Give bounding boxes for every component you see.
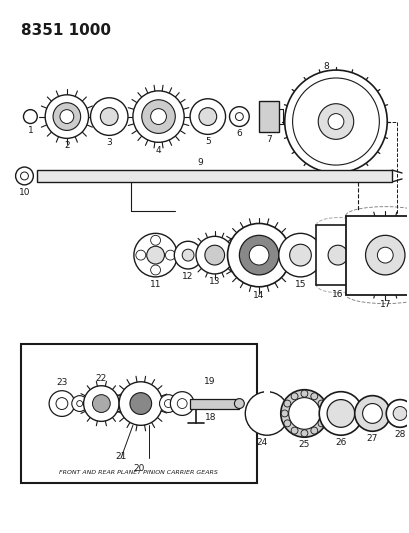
Circle shape: [288, 398, 319, 429]
Circle shape: [245, 392, 288, 435]
Circle shape: [130, 393, 151, 415]
Circle shape: [190, 99, 225, 134]
Bar: [263, 390, 269, 395]
Circle shape: [239, 236, 278, 275]
Circle shape: [327, 114, 343, 130]
Circle shape: [90, 98, 128, 135]
Circle shape: [290, 427, 297, 434]
Circle shape: [365, 236, 404, 275]
Text: 12: 12: [182, 272, 193, 281]
Circle shape: [159, 394, 177, 413]
Circle shape: [45, 95, 88, 139]
Circle shape: [133, 91, 184, 142]
Text: 2: 2: [64, 141, 70, 150]
Text: 5: 5: [204, 138, 210, 147]
Circle shape: [354, 395, 389, 431]
Circle shape: [278, 233, 321, 277]
Text: FRONT AND REAR PLANET PINION CARRIER GEARS: FRONT AND REAR PLANET PINION CARRIER GEA…: [59, 470, 218, 475]
Circle shape: [204, 245, 224, 265]
Circle shape: [174, 241, 201, 269]
Circle shape: [320, 410, 327, 417]
Text: 20: 20: [133, 464, 144, 473]
Circle shape: [165, 250, 175, 260]
Circle shape: [284, 70, 386, 173]
Circle shape: [100, 108, 118, 125]
Text: 4: 4: [155, 146, 161, 155]
Text: 16: 16: [331, 290, 343, 299]
Text: 26: 26: [335, 438, 346, 447]
Circle shape: [227, 223, 290, 287]
Text: 21: 21: [115, 452, 126, 461]
Text: 11: 11: [149, 280, 161, 289]
Text: 10: 10: [19, 188, 30, 197]
Circle shape: [327, 245, 347, 265]
Circle shape: [150, 265, 160, 275]
Circle shape: [196, 236, 233, 274]
Text: 27: 27: [366, 434, 377, 443]
Circle shape: [134, 233, 177, 277]
Circle shape: [150, 236, 160, 245]
Text: 8: 8: [322, 62, 328, 71]
Circle shape: [83, 386, 119, 422]
Text: 24: 24: [256, 438, 267, 447]
Circle shape: [310, 393, 317, 400]
Circle shape: [229, 107, 249, 126]
Bar: [20, 344, 256, 483]
Circle shape: [317, 400, 324, 407]
Bar: [258, 101, 278, 132]
Circle shape: [290, 393, 297, 400]
Circle shape: [142, 100, 175, 133]
Circle shape: [317, 104, 353, 139]
Circle shape: [326, 400, 354, 427]
Text: 17: 17: [379, 300, 390, 309]
Circle shape: [376, 247, 392, 263]
Circle shape: [300, 390, 307, 397]
Bar: [345, 215, 409, 295]
Text: 3: 3: [106, 139, 112, 147]
Text: 8351 1000: 8351 1000: [20, 22, 110, 37]
Text: 22: 22: [95, 374, 107, 383]
Circle shape: [53, 103, 81, 131]
Bar: [190, 399, 239, 408]
Text: 25: 25: [298, 440, 309, 449]
Circle shape: [300, 430, 307, 437]
Text: 19: 19: [204, 377, 215, 386]
Circle shape: [72, 395, 88, 411]
Circle shape: [119, 382, 162, 425]
Circle shape: [146, 246, 164, 264]
Circle shape: [92, 394, 110, 413]
Text: 23: 23: [56, 378, 67, 387]
Circle shape: [392, 407, 406, 421]
Bar: [315, 225, 359, 285]
Text: 28: 28: [393, 430, 405, 439]
Text: 1: 1: [27, 126, 33, 135]
Circle shape: [385, 400, 409, 427]
Circle shape: [249, 245, 268, 265]
Circle shape: [362, 403, 381, 423]
Circle shape: [234, 399, 244, 408]
Circle shape: [317, 420, 324, 427]
Circle shape: [182, 249, 193, 261]
Text: 13: 13: [209, 277, 220, 286]
Circle shape: [289, 244, 310, 266]
Bar: [37, 170, 391, 182]
Circle shape: [310, 427, 317, 434]
Circle shape: [198, 108, 216, 125]
Circle shape: [281, 410, 288, 417]
Circle shape: [283, 400, 290, 407]
Text: 14: 14: [253, 290, 264, 300]
Circle shape: [60, 110, 74, 124]
Circle shape: [283, 420, 290, 427]
Text: 18: 18: [204, 413, 216, 422]
Text: 15: 15: [294, 280, 306, 289]
Text: 6: 6: [236, 130, 242, 139]
Text: 7: 7: [265, 135, 271, 144]
Circle shape: [170, 392, 193, 415]
Circle shape: [49, 391, 74, 416]
Circle shape: [319, 392, 362, 435]
Text: 9: 9: [197, 158, 202, 167]
Circle shape: [135, 250, 145, 260]
Circle shape: [150, 109, 166, 125]
Circle shape: [280, 390, 327, 437]
